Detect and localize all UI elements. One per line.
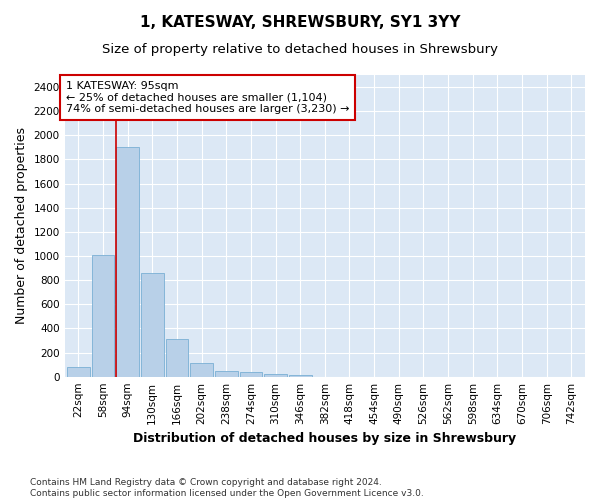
Text: Size of property relative to detached houses in Shrewsbury: Size of property relative to detached ho… — [102, 42, 498, 56]
Text: Contains HM Land Registry data © Crown copyright and database right 2024.
Contai: Contains HM Land Registry data © Crown c… — [30, 478, 424, 498]
Text: 1, KATESWAY, SHREWSBURY, SY1 3YY: 1, KATESWAY, SHREWSBURY, SY1 3YY — [140, 15, 460, 30]
Bar — [264, 374, 287, 376]
Bar — [141, 273, 164, 376]
Bar — [92, 255, 114, 376]
Bar — [289, 375, 311, 376]
Bar — [215, 370, 238, 376]
Bar — [116, 148, 139, 376]
Y-axis label: Number of detached properties: Number of detached properties — [15, 128, 28, 324]
Bar — [190, 364, 213, 376]
Bar — [67, 367, 89, 376]
X-axis label: Distribution of detached houses by size in Shrewsbury: Distribution of detached houses by size … — [133, 432, 517, 445]
Bar — [239, 372, 262, 376]
Text: 1 KATESWAY: 95sqm
← 25% of detached houses are smaller (1,104)
74% of semi-detac: 1 KATESWAY: 95sqm ← 25% of detached hous… — [66, 81, 349, 114]
Bar — [166, 340, 188, 376]
